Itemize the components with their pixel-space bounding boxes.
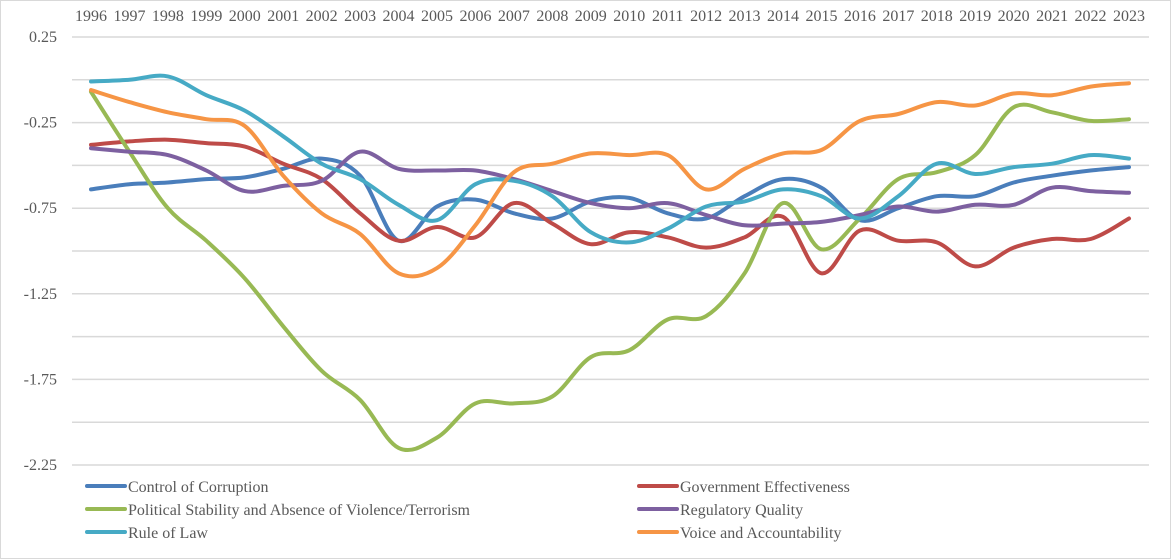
x-tick-label: 2000 (229, 8, 261, 25)
y-tick-label: -1.75 (24, 371, 57, 388)
x-tick-label: 2005 (421, 8, 453, 25)
legend-item: Political Stability and Absence of Viole… (85, 502, 471, 519)
x-tick-label: 2011 (652, 8, 683, 25)
x-tick-label: 2002 (306, 8, 338, 25)
legend-label: Voice and Accountability (680, 525, 841, 542)
x-tick-label: 2016 (844, 8, 876, 25)
legend-label: Rule of Law (128, 525, 208, 542)
x-tick-label: 2012 (690, 8, 722, 25)
x-tick-label: 2020 (998, 8, 1030, 25)
legend-item: Voice and Accountability (637, 525, 841, 542)
y-axis-tick-labels: 0.25 -0.25 -0.75 -1.25 -1.75 -2.25 (24, 29, 57, 474)
x-tick-label: 2022 (1075, 8, 1107, 25)
x-tick-label: 2003 (344, 8, 376, 25)
x-tick-label: 2009 (575, 8, 607, 25)
x-tick-label: 2017 (882, 8, 914, 25)
x-tick-label: 1998 (152, 8, 184, 25)
series-line-control-of-corruption (89, 156, 1131, 244)
x-tick-label: 2013 (729, 8, 761, 25)
y-tick-label: -0.75 (24, 200, 57, 217)
legend-item: Rule of Law (85, 525, 208, 542)
legend-label: Political Stability and Absence of Viole… (128, 502, 471, 519)
x-tick-label: 2014 (767, 8, 799, 25)
x-tick-label: 2001 (267, 8, 299, 25)
x-tick-label: 2007 (498, 8, 530, 25)
legend-label: Control of Corruption (128, 479, 268, 496)
x-tick-label: 2019 (959, 8, 991, 25)
series-line-regulatory-quality (89, 146, 1131, 228)
legend-label: Regulatory Quality (680, 502, 803, 519)
x-tick-label: 2010 (613, 8, 645, 25)
legend-item: Regulatory Quality (637, 502, 803, 519)
series-line-voice-and-accountability (89, 81, 1131, 279)
series-lines (89, 73, 1131, 453)
x-axis-tick-labels: 1996 1997 1998 1999 2000 2001 2002 2003 2004 2005… (75, 8, 1145, 25)
legend-label: Government Effectiveness (680, 479, 850, 496)
x-tick-label: 1997 (113, 8, 145, 25)
x-tick-label: 1996 (75, 8, 107, 25)
legend-item: Control of Corruption (85, 479, 268, 496)
y-tick-label: -0.25 (24, 115, 57, 132)
y-tick-label: 0.25 (29, 29, 57, 46)
x-tick-label: 2008 (536, 8, 568, 25)
x-tick-label: 2004 (383, 8, 415, 25)
series-line-rule-of-law (89, 73, 1131, 245)
x-tick-label: 1999 (190, 8, 222, 25)
series-line-government-effectiveness (89, 137, 1131, 276)
x-tick-label: 2021 (1036, 8, 1068, 25)
y-tick-label: -1.25 (24, 286, 57, 303)
x-tick-label: 2023 (1113, 8, 1145, 25)
legend: Control of Corruption Government Effectiv… (85, 479, 850, 542)
x-tick-label: 2018 (921, 8, 953, 25)
x-tick-label: 2015 (805, 8, 837, 25)
y-tick-label: -2.25 (24, 457, 57, 474)
x-tick-label: 2006 (459, 8, 491, 25)
legend-item: Government Effectiveness (637, 479, 850, 496)
